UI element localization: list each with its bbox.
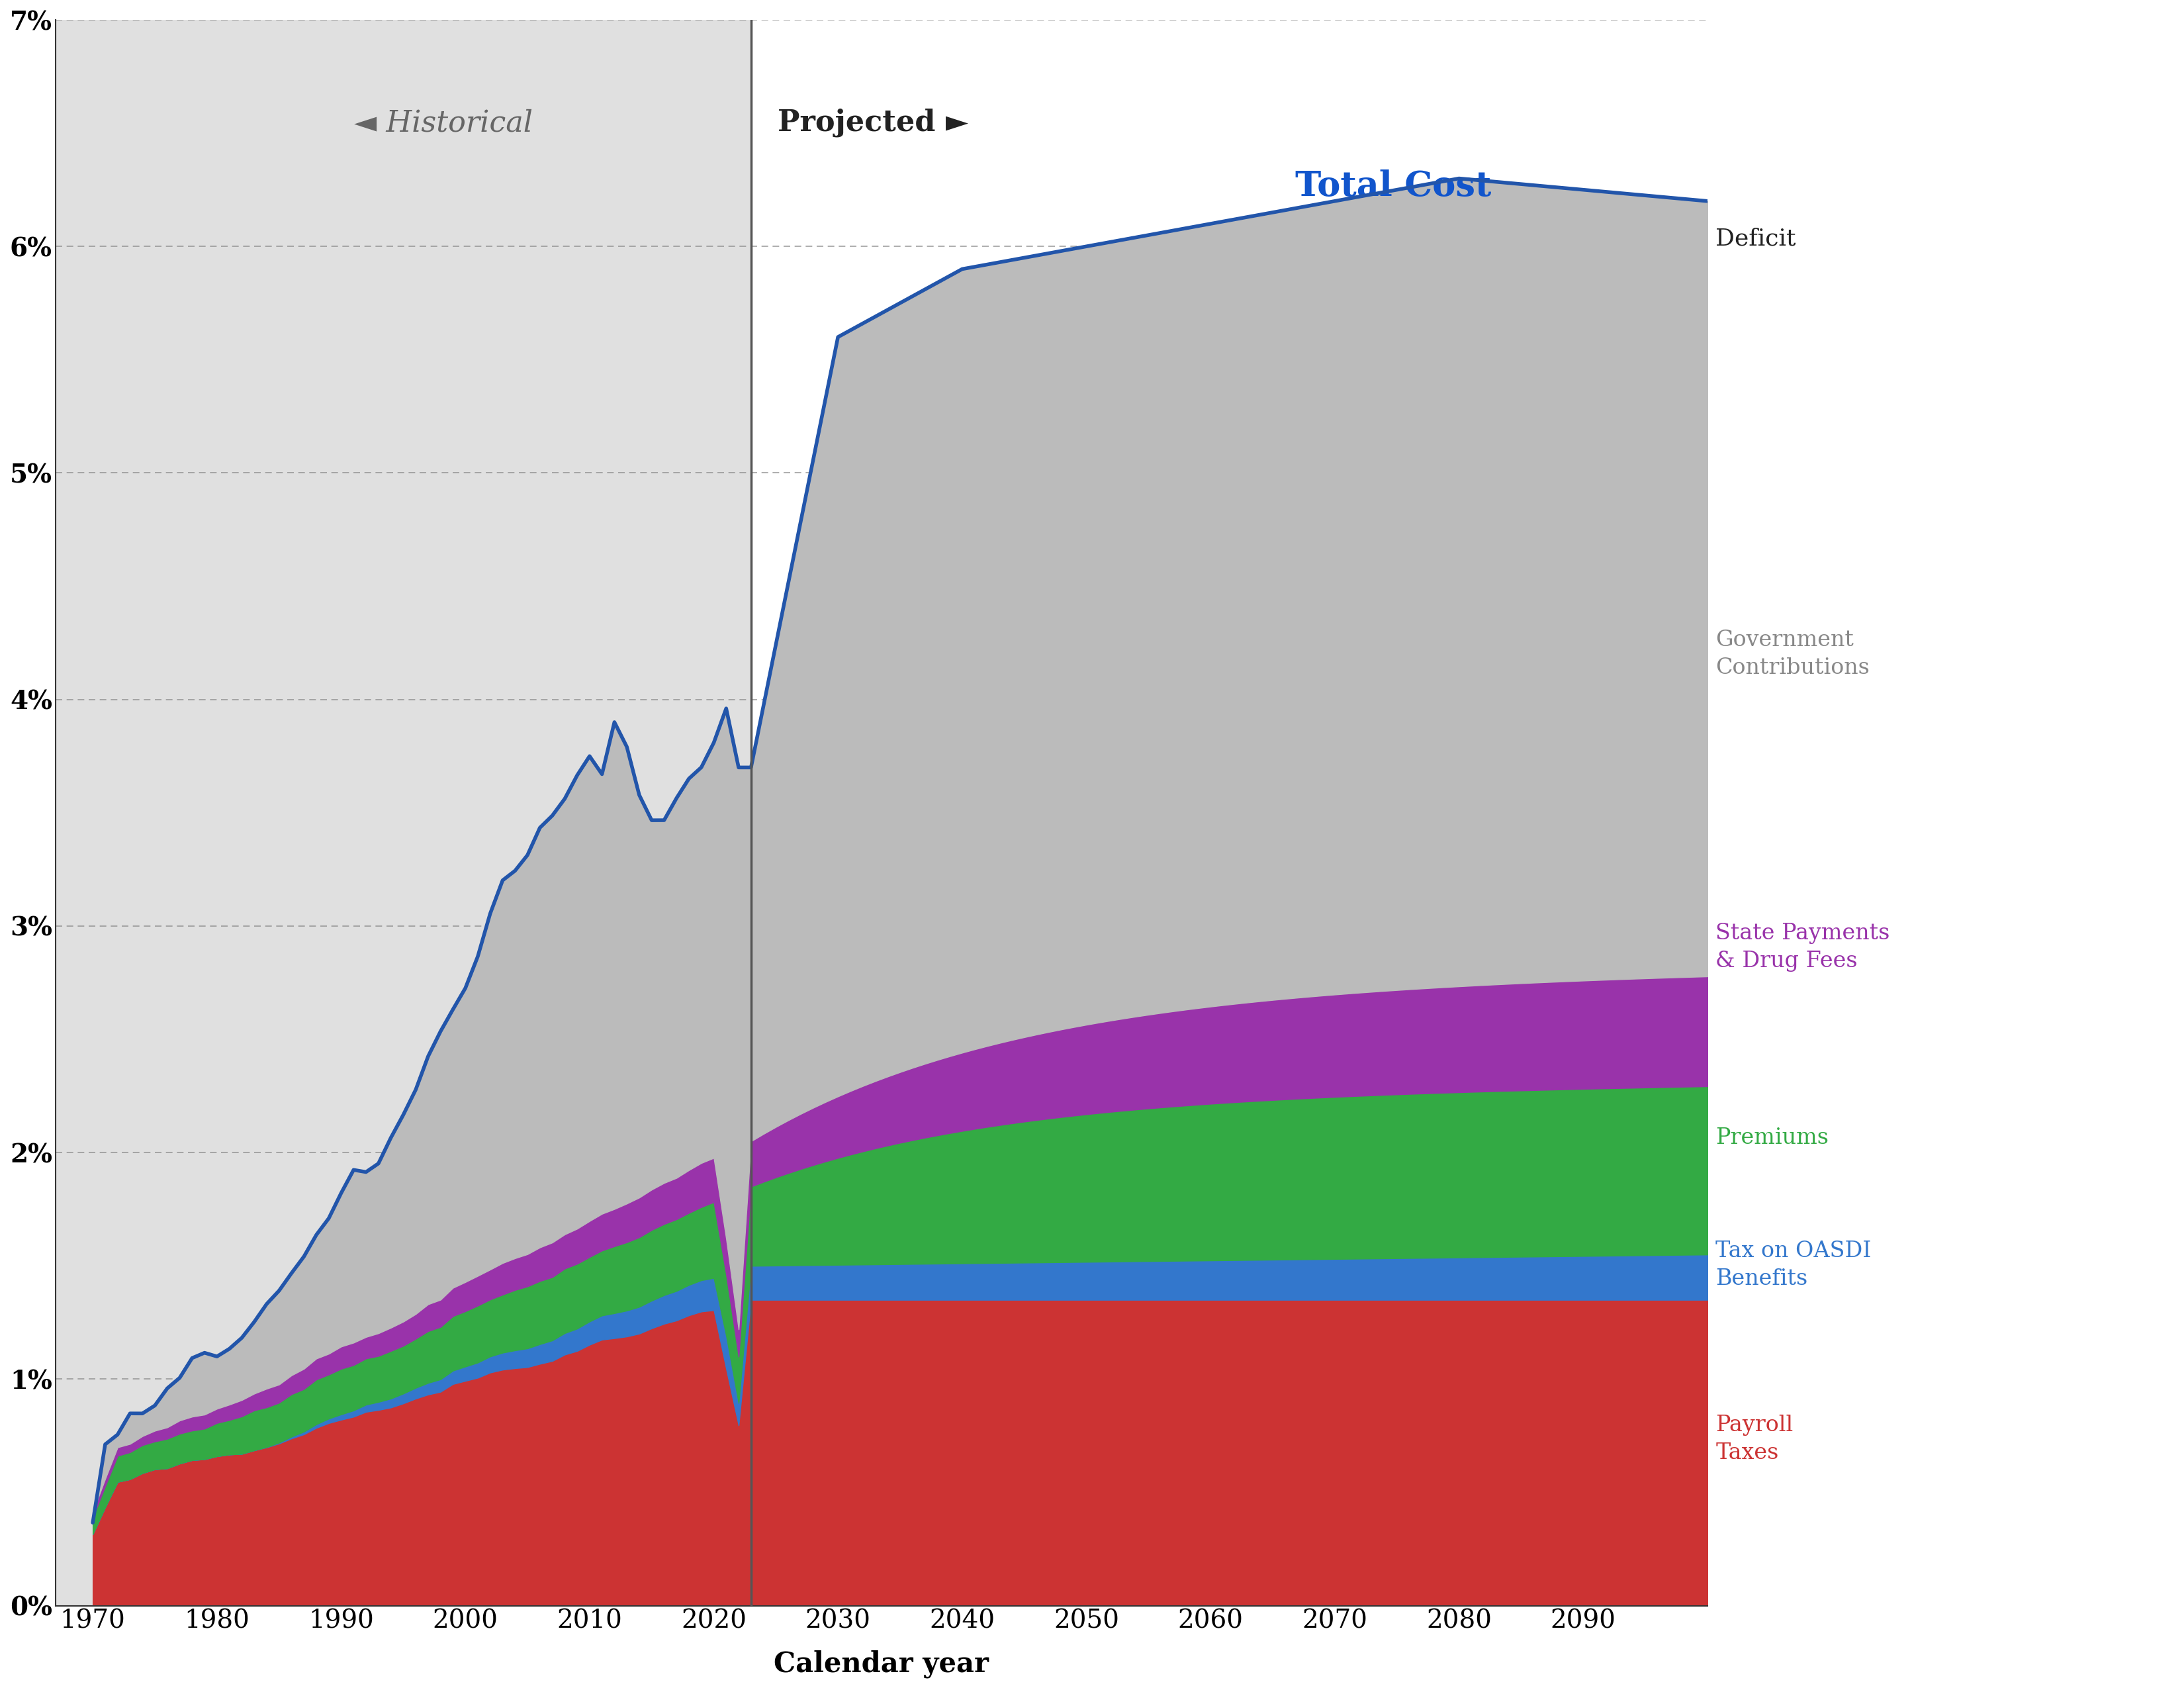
Text: State Payments
& Drug Fees: State Payments & Drug Fees [1717, 923, 1889, 972]
Text: Government
Contributions: Government Contributions [1717, 630, 1870, 679]
Text: ◄ Historical: ◄ Historical [354, 108, 533, 137]
Text: Total Cost: Total Cost [1295, 169, 1492, 203]
Bar [55, 20, 751, 1605]
Text: Tax on OASDI
Benefits: Tax on OASDI Benefits [1717, 1241, 1872, 1290]
Text: Payroll
Taxes: Payroll Taxes [1717, 1415, 1793, 1463]
Text: Premiums: Premiums [1717, 1128, 1828, 1148]
X-axis label: Calendar year: Calendar year [773, 1649, 989, 1678]
Text: Deficit: Deficit [1717, 228, 1795, 250]
Text: Projected ►: Projected ► [778, 108, 968, 137]
